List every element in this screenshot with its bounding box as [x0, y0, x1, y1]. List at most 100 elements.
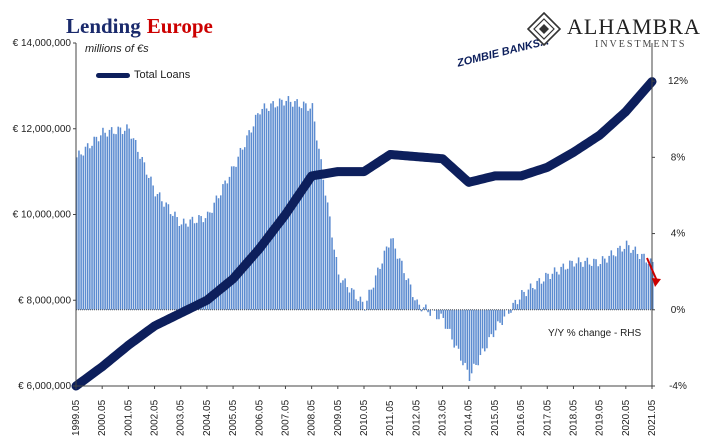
yoy-bar: [455, 309, 458, 346]
yoy-bar: [649, 258, 652, 310]
yoy-bar: [510, 309, 512, 313]
yoy-bar: [501, 309, 503, 326]
yoy-bar: [449, 309, 451, 329]
yoy-bar: [104, 132, 106, 310]
yoy-bar: [385, 246, 388, 310]
yoy-bar: [420, 309, 423, 312]
yoy-bar: [165, 202, 167, 310]
yoy-bar: [427, 309, 429, 313]
legend-swatch-total-loans: [96, 72, 130, 78]
yoy-bar: [200, 216, 202, 310]
yoy-bar: [595, 259, 597, 310]
yoy-bar: [440, 309, 442, 314]
yoy-bar: [326, 202, 329, 310]
yoy-bar: [429, 309, 431, 316]
yoy-bar: [182, 218, 185, 310]
left-tick-label: € 8,000,000: [18, 295, 71, 306]
yoy-bar: [353, 289, 355, 310]
yoy-bar: [281, 99, 283, 310]
alhambra-diamond-logo-icon: [527, 12, 561, 46]
left-tick-label: € 14,000,000: [13, 38, 72, 49]
yoy-bar: [453, 309, 455, 348]
x-tick-label: 2007.05: [280, 399, 291, 436]
yoy-bar: [647, 263, 650, 310]
yoy-bar: [556, 271, 558, 310]
yoy-bar: [405, 280, 407, 310]
yoy-bar: [549, 279, 551, 310]
yoy-bar: [407, 278, 410, 310]
right-axis: -4% 0% 4% 8% 12%: [651, 43, 688, 392]
yoy-bar: [145, 174, 148, 310]
yoy-bar: [641, 253, 643, 310]
yoy-bar: [521, 290, 523, 310]
yoy-bar: [614, 256, 617, 310]
yoy-bar: [176, 217, 178, 310]
yoy-bar: [409, 284, 412, 310]
title-part-europe: Europe: [146, 14, 213, 38]
yoy-bar: [462, 309, 464, 366]
x-tick-label: 2010.05: [359, 399, 370, 436]
yoy-bar: [233, 166, 235, 310]
yoy-bar: [95, 136, 98, 310]
yoy-bar: [320, 159, 322, 310]
x-tick-label: 2019.05: [595, 399, 606, 436]
x-tick-label: 2017.05: [542, 399, 553, 436]
x-tick-label: 2001.05: [123, 399, 134, 436]
red-arrow-annotation: [646, 257, 661, 287]
yoy-bar: [545, 272, 547, 310]
yoy-bar: [488, 309, 490, 338]
yoy-bar: [106, 136, 109, 310]
yoy-bar: [119, 127, 122, 310]
yoy-bar: [562, 263, 565, 310]
yoy-bar: [560, 266, 562, 310]
yoy-bar: [263, 103, 266, 310]
x-tick-label: 2009.05: [333, 399, 344, 436]
yoy-bar: [494, 309, 497, 331]
yoy-bar: [84, 146, 87, 310]
yoy-bar: [198, 215, 200, 310]
yoy-bar: [547, 273, 549, 310]
yoy-bar: [444, 309, 447, 329]
yoy-bar: [422, 307, 425, 310]
rhs-caption: Y/Y % change - RHS: [548, 328, 642, 339]
yoy-bar: [425, 304, 427, 310]
yoy-bar: [169, 214, 172, 310]
yoy-bar: [508, 309, 510, 314]
yoy-bar: [527, 289, 530, 310]
yoy-bar: [597, 266, 599, 310]
yoy-bar: [582, 266, 584, 310]
yoy-bar: [211, 212, 213, 310]
yoy-bar: [414, 300, 416, 310]
left-tick-label: € 6,000,000: [18, 381, 71, 392]
yoy-bar: [652, 261, 654, 310]
yoy-bar: [97, 141, 100, 310]
yoy-bar: [278, 98, 281, 310]
yoy-bar: [202, 222, 205, 310]
yoy-bar: [516, 304, 519, 310]
yoy-bar: [381, 263, 383, 310]
yoy-bar: [368, 289, 370, 310]
yoy-bar: [254, 114, 257, 310]
yoy-bar: [230, 166, 233, 310]
yoy-bar: [372, 287, 375, 310]
yoy-bar: [577, 257, 580, 310]
left-tick-label: € 12,000,000: [13, 124, 72, 135]
x-tick-label: 1999.05: [71, 399, 82, 436]
yoy-bar: [492, 309, 495, 338]
yoy-bar: [222, 184, 224, 310]
yoy-bar: [359, 296, 362, 310]
x-tick-label: 2000.05: [97, 399, 108, 436]
yoy-bar: [307, 110, 309, 310]
yoy-bar: [630, 252, 632, 310]
yoy-bar: [80, 154, 82, 310]
yoy-bar: [553, 267, 556, 310]
yoy-bar: [379, 268, 381, 310]
yoy-bar: [158, 192, 161, 310]
yoy-bar: [571, 260, 573, 310]
right-tick-label: 12%: [668, 76, 688, 87]
yoy-bar: [206, 211, 209, 310]
yoy-bar: [257, 113, 259, 310]
yoy-bar: [102, 127, 104, 310]
yoy-bar: [172, 215, 174, 310]
